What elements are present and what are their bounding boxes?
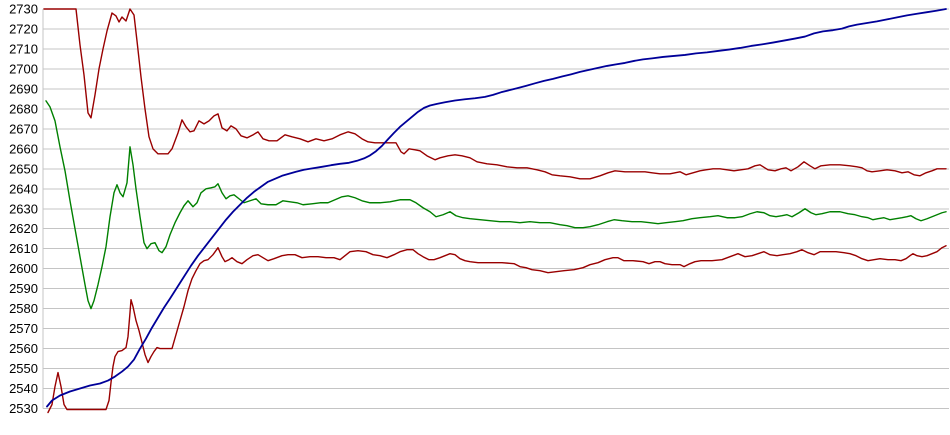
y-axis-label: 2630 xyxy=(9,201,38,216)
y-axis-label: 2660 xyxy=(9,141,38,156)
y-axis-label: 2600 xyxy=(9,261,38,276)
y-axis-label: 2680 xyxy=(9,101,38,116)
series-lower-red-line xyxy=(47,245,947,414)
gridlines-group xyxy=(42,8,949,409)
series-upper-red-line xyxy=(43,8,947,180)
y-axis-label: 2560 xyxy=(9,341,38,356)
y-axis-label: 2620 xyxy=(9,221,38,236)
y-axis-label: 2590 xyxy=(9,281,38,296)
y-axis-label: 2690 xyxy=(9,81,38,96)
y-axis-label: 2580 xyxy=(9,301,38,316)
series-cumulative-blue-line xyxy=(46,8,947,408)
y-axis-label: 2530 xyxy=(9,401,38,416)
y-axis-labels-group: 2730 2720 2710 2700 2690 2680 2670 2660 2650 2640… xyxy=(9,2,38,417)
y-axis-label: 2540 xyxy=(9,381,38,396)
y-axis-label: 2720 xyxy=(9,21,38,36)
y-axis-label: 2730 xyxy=(9,2,38,17)
y-axis-label: 2640 xyxy=(9,181,38,196)
series-middle-green-line xyxy=(45,100,947,310)
y-axis-label: 2700 xyxy=(9,61,38,76)
y-axis-label: 2670 xyxy=(9,121,38,136)
y-axis-label: 2570 xyxy=(9,321,38,336)
series-group xyxy=(43,8,947,414)
y-axis-label: 2610 xyxy=(9,241,38,256)
y-axis-label: 2650 xyxy=(9,161,38,176)
y-axis-label: 2550 xyxy=(9,361,38,376)
y-axis-label: 2710 xyxy=(9,41,38,56)
